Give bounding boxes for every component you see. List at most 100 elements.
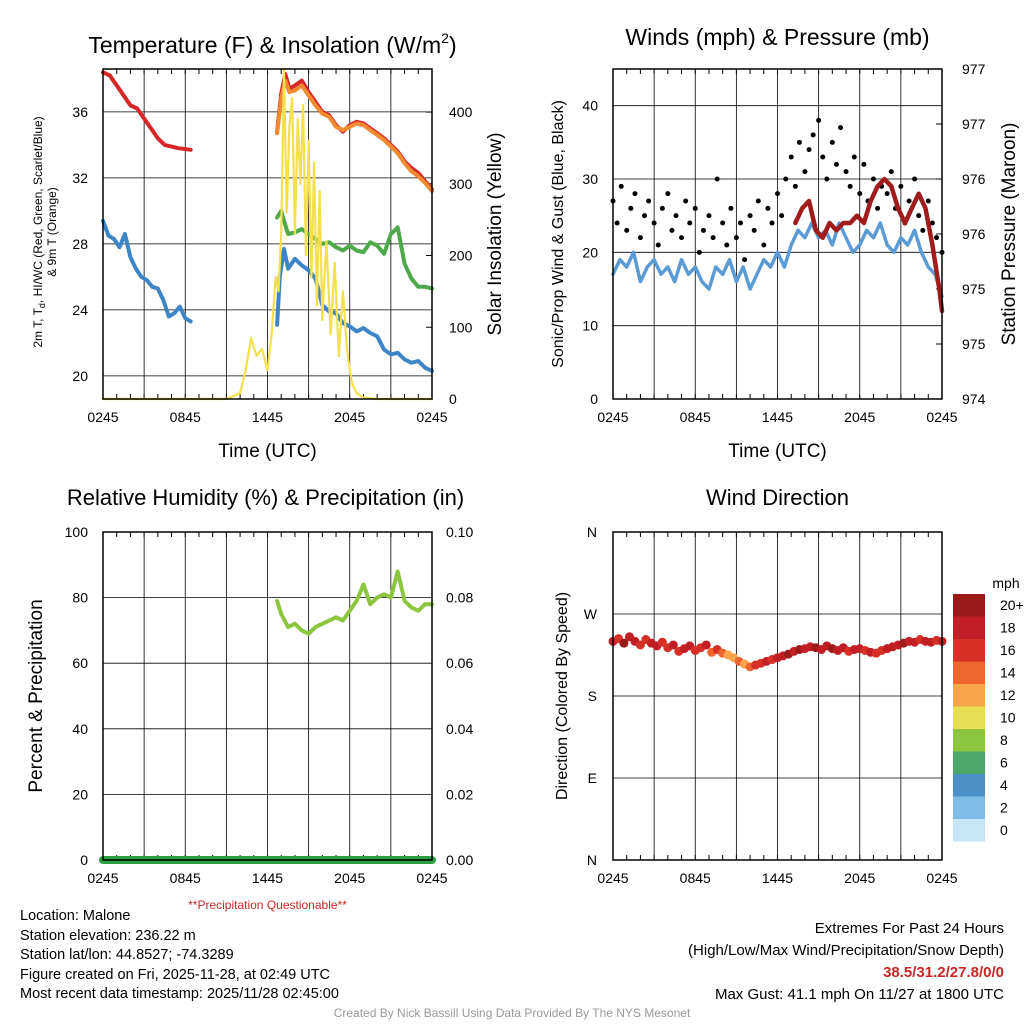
- winds-series-0: [611, 221, 944, 299]
- elevation-text: Station elevation: 236.22 m: [20, 927, 196, 944]
- winds-border: [612, 68, 943, 400]
- temperature-xtick-3: 2045: [334, 409, 365, 425]
- winds-gust-point-16: [683, 198, 689, 204]
- winds-gust-point-9: [651, 220, 657, 226]
- winds-gust-point-50: [838, 125, 844, 131]
- legend-label-7: 6: [1000, 755, 1008, 771]
- wind-direction-xtick-3: 2045: [844, 870, 875, 886]
- legend-label-0: 20+: [1000, 597, 1024, 613]
- winds-gust-point-20: [700, 227, 706, 233]
- extremes-title: Extremes For Past 24 Hours: [814, 920, 1004, 937]
- credit-text: Created By Nick Bassill Using Data Provi…: [333, 1006, 691, 1020]
- wind-direction-point-5: [635, 640, 645, 650]
- winds-gust-point-68: [920, 227, 926, 233]
- winds-gust-point-41: [796, 139, 802, 145]
- legend-swatch-5: [953, 706, 985, 729]
- winds-gust-point-63: [898, 183, 904, 189]
- humidity-xtick-4: 0245: [416, 870, 447, 886]
- humidity-ytick-5: 100: [65, 524, 89, 540]
- wind-direction-point-2: [619, 638, 629, 648]
- winds-gust-point-43: [806, 147, 812, 153]
- winds-gust-point-57: [870, 176, 876, 182]
- winds-y2tick-2: 975: [962, 281, 986, 297]
- humidity-xtick-0: 0245: [87, 870, 118, 886]
- humidity-y2tick-2: 0.04: [446, 721, 473, 737]
- winds-gust-point-14: [673, 213, 679, 219]
- station-info: Location: Malone Station elevation: 236.…: [20, 907, 339, 1005]
- winds-gust-point-71: [934, 235, 940, 241]
- winds-gust-point-31: [751, 227, 757, 233]
- humidity-y2tick-1: 0.02: [446, 786, 473, 802]
- humidity-series-0: [275, 569, 434, 636]
- humidity-ytick-0: 0: [80, 852, 88, 868]
- humidity-border: [102, 531, 433, 861]
- winds-gust-point-37: [779, 213, 785, 219]
- winds-gust-point-69: [925, 198, 931, 204]
- humidity-y2tick-3: 0.06: [446, 655, 473, 671]
- humidity-ytick-4: 80: [72, 590, 88, 606]
- winds-gust-point-55: [861, 161, 867, 167]
- legend-swatch-0: [953, 594, 985, 617]
- temperature-y2label: Solar Insolation (Yellow): [485, 132, 506, 335]
- temperature-xtick-1: 0845: [170, 409, 201, 425]
- legend-swatch-7: [953, 751, 985, 774]
- wind-direction-xtick-4: 0245: [926, 870, 957, 886]
- winds-gust-point-35: [769, 220, 775, 226]
- winds-series-2: [793, 176, 945, 314]
- winds-gust-point-12: [665, 191, 671, 197]
- legend-swatch-4: [953, 684, 985, 707]
- legend-swatch-6: [953, 729, 985, 752]
- winds-gust-point-60: [884, 191, 890, 197]
- extremes-subtitle: (High/Low/Max Wind/Precipitation/Snow De…: [688, 942, 1004, 959]
- winds-gust-point-18: [692, 205, 698, 211]
- wind-direction-xtick-0: 0245: [597, 870, 628, 886]
- winds-gust-point-27: [733, 235, 739, 241]
- humidity-y2tick-5: 0.10: [446, 524, 473, 540]
- humidity-xtick-3: 2045: [334, 870, 365, 886]
- winds-gust-point-70: [929, 220, 935, 226]
- winds-gust-point-40: [792, 183, 798, 189]
- winds-gust-point-44: [810, 132, 816, 138]
- winds-gust-point-39: [788, 154, 794, 160]
- wind-speed-legend-title: mph: [992, 575, 1019, 591]
- temperature-xtick-2: 1445: [252, 409, 283, 425]
- temperature-ytick-3: 32: [72, 170, 88, 186]
- wind-direction-ytick-1: E: [588, 770, 597, 786]
- legend-label-8: 4: [1000, 777, 1008, 793]
- winds-title: Winds (mph) & Pressure (mb): [625, 24, 929, 50]
- humidity-xtick-2: 1445: [252, 870, 283, 886]
- temperature-y2tick-2: 200: [449, 248, 473, 264]
- winds-gust-point-58: [875, 205, 881, 211]
- winds-y2tick-3: 976: [962, 226, 986, 242]
- legend-swatch-8: [953, 774, 985, 797]
- winds-y2tick-4: 976: [962, 171, 986, 187]
- temperature-xtick-0: 0245: [87, 409, 118, 425]
- winds-gust-point-32: [755, 198, 761, 204]
- winds-gust-point-36: [775, 191, 780, 197]
- winds-xtick-4: 0245: [926, 409, 957, 425]
- extremes-values: 38.5/31.2/27.8/0/0: [883, 964, 1004, 981]
- winds-gust-point-22: [710, 235, 716, 241]
- winds-xtick-0: 0245: [597, 409, 628, 425]
- temperature-title: Temperature (F) & Insolation (W/m2): [88, 30, 456, 58]
- winds-gust-point-67: [916, 213, 922, 219]
- winds-gust-point-66: [912, 176, 918, 182]
- winds-gust-point-42: [802, 169, 808, 175]
- temperature-series-4: [101, 67, 434, 401]
- winds-y2tick-6: 977: [962, 61, 986, 77]
- temperature-ylabel-line2: & 9m T (Orange): [45, 187, 59, 277]
- winds-gust-point-29: [742, 257, 748, 263]
- winds-gust-point-45: [816, 117, 822, 123]
- winds-gust-point-53: [851, 154, 857, 160]
- winds-gust-point-17: [687, 220, 693, 226]
- winds-gust-point-19: [696, 249, 702, 255]
- winds-gust-point-34: [765, 205, 771, 211]
- legend-label-3: 14: [1000, 665, 1016, 681]
- legend-swatch-3: [953, 661, 985, 684]
- winds-gust-point-8: [646, 198, 652, 204]
- latlon-text: Station lat/lon: 44.8527; -74.3289: [20, 947, 234, 963]
- winds-gust-point-33: [761, 242, 767, 248]
- temperature-series-2: [275, 208, 434, 291]
- temperature-y2tick-4: 400: [449, 104, 473, 120]
